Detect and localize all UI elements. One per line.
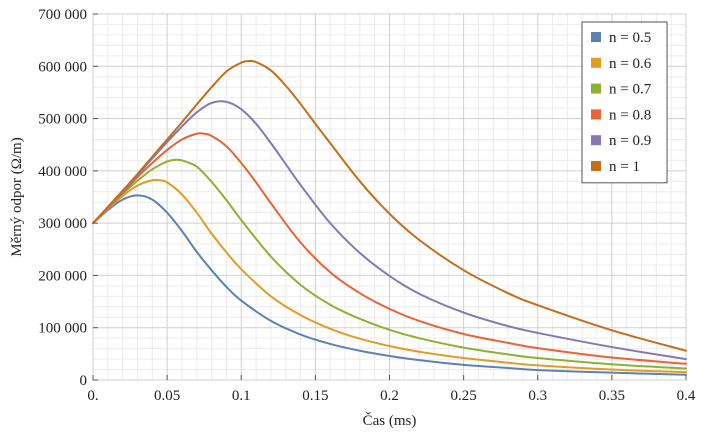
legend-swatch [591,32,601,42]
x-tick-label: 0. [87,388,98,404]
y-tick-label: 0 [80,373,88,389]
series-line [92,178,687,374]
y-axis-label: Měrný odpor (Ω/m) [9,137,25,256]
y-tick-label: 500 000 [38,112,87,128]
legend-label: n = 0.7 [609,82,652,98]
legend-swatch [591,57,601,68]
x-axis-label: Čas (ms) [363,412,417,429]
legend-label: n = 0.5 [609,30,651,46]
series-line [92,59,687,352]
series-lines [92,59,687,376]
x-tick-label: 0.2 [380,388,399,404]
y-tick-label: 300 000 [38,216,87,232]
y-tick-label: 100 000 [38,321,87,337]
legend-swatch [591,161,601,171]
legend-swatch [591,83,601,94]
legend-swatch [591,109,601,120]
x-tick-label: 0.4 [677,388,696,404]
legend: n = 0.5 n = 0.6 n = 0.7 n = 0.8 n = 0.9 n = 1 [581,21,668,184]
series-line [92,132,687,365]
x-axis-ticks: 0. 0.05 0.1 0.15 0.2 0.25 0.3 0.35 0.4 [87,375,696,404]
x-tick-label: 0.15 [302,388,328,404]
x-tick-label: 0.35 [599,388,625,404]
legend-label: n = 0.8 [609,107,651,123]
legend-label: n = 0.6 [609,56,652,72]
legend-label: n = 0.9 [609,133,651,149]
y-tick-label: 600 000 [38,59,87,75]
series-line [92,100,687,361]
x-tick-label: 0.3 [528,388,547,404]
legend-label: n = 1 [609,159,640,175]
x-tick-label: 0.05 [154,388,180,404]
y-tick-label: 200 000 [38,268,87,284]
legend-box [581,21,668,184]
x-tick-label: 0.1 [232,388,251,404]
legend-swatch [591,135,601,146]
y-axis-ticks: 0 100 000 200 000 300 000 400 000 500 000 600 … [38,7,98,389]
y-tick-label: 700 000 [38,7,87,23]
series-line [92,158,687,370]
series-line [92,194,687,376]
x-tick-label: 0.25 [451,388,477,404]
y-tick-label: 400 000 [38,164,87,180]
